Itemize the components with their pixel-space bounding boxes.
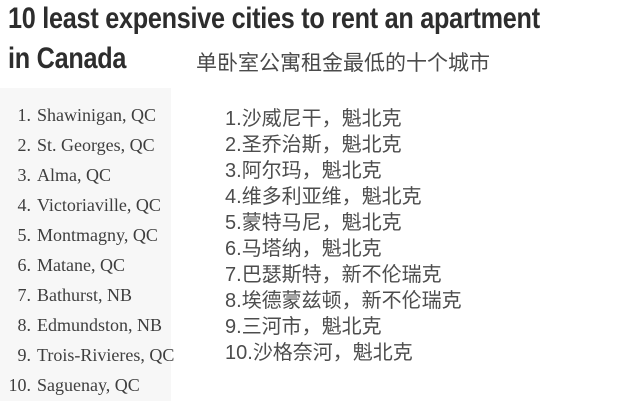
list-item-label: 巴瑟斯特，新不伦瑞克 — [241, 264, 442, 286]
list-item-label: Alma, QC — [37, 165, 111, 185]
list-item: 4. 维多利亚维，魁北克 — [225, 184, 545, 210]
list-item-number: 9. — [17, 345, 32, 365]
left-background-panel — [0, 88, 171, 401]
list-item: 9. Trois-Rivieres, QC — [0, 340, 200, 370]
list-item-label: 埃德蒙兹顿，新不伦瑞克 — [241, 290, 462, 312]
list-item-number: 8. — [17, 315, 32, 335]
list-item-number: 7. — [17, 285, 32, 305]
list-item-label: St. Georges, QC — [37, 135, 155, 155]
list-item-label: Trois-Rivieres, QC — [37, 345, 175, 365]
list-item-label: 沙格奈河，魁北克 — [252, 342, 413, 364]
list-item-label: Montmagny, QC — [37, 225, 158, 245]
list-item-label: Edmundston, NB — [37, 315, 163, 335]
list-item: 3. 阿尔玛，魁北克 — [225, 158, 545, 184]
list-item-label: Bathurst, NB — [37, 285, 133, 305]
list-item-number: 10. — [225, 342, 253, 364]
list-item-label: 三河市，魁北克 — [241, 316, 382, 338]
list-item: 8. Edmundston, NB — [0, 310, 200, 340]
list-item: 3. Alma, QC — [0, 160, 200, 190]
list-item: 1. 沙威尼干，魁北克 — [225, 106, 545, 132]
list-item: 7. Bathurst, NB — [0, 280, 200, 310]
page-title-line2: in Canada — [8, 42, 127, 75]
list-item-number: 4. — [225, 186, 242, 208]
list-item-label: 圣乔治斯，魁北克 — [241, 134, 402, 156]
list-item: 7. 巴瑟斯特，新不伦瑞克 — [225, 262, 545, 288]
list-item-number: 1. — [225, 108, 242, 130]
list-item-number: 2. — [17, 135, 32, 155]
list-item-label: 维多利亚维，魁北克 — [241, 186, 422, 208]
list-item-number: 6. — [225, 238, 242, 260]
list-item-number: 7. — [225, 264, 242, 286]
list-item-label: 马塔纳，魁北克 — [241, 238, 382, 260]
list-item: 6. 马塔纳，魁北克 — [225, 236, 545, 262]
list-item-number: 3. — [17, 165, 32, 185]
page-title-line1: 10 least expensive cities to rent an apa… — [8, 2, 540, 35]
list-item-number: 4. — [17, 195, 32, 215]
list-item: 4. Victoriaville, QC — [0, 190, 200, 220]
list-item-label: 阿尔玛，魁北克 — [241, 160, 382, 182]
list-item-number: 1. — [17, 105, 32, 125]
list-item: 5. 蒙特马尼，魁北克 — [225, 210, 545, 236]
chinese-city-list: 1. 沙威尼干，魁北克 2. 圣乔治斯，魁北克 3. 阿尔玛，魁北克 4. 维多… — [225, 106, 545, 366]
list-item: 8. 埃德蒙兹顿，新不伦瑞克 — [225, 288, 545, 314]
list-item-label: 蒙特马尼，魁北克 — [241, 212, 402, 234]
list-item: 9. 三河市，魁北克 — [225, 314, 545, 340]
list-item-label: Matane, QC — [37, 255, 125, 275]
list-item-number: 5. — [17, 225, 32, 245]
list-item: 10. Saguenay, QC — [0, 370, 200, 400]
list-item: 2. St. Georges, QC — [0, 130, 200, 160]
list-item-number: 5. — [225, 212, 242, 234]
list-item-number: 10. — [8, 375, 32, 395]
list-item-label: Saguenay, QC — [37, 375, 140, 395]
list-item: 1. Shawinigan, QC — [0, 100, 200, 130]
english-city-list: 1. Shawinigan, QC 2. St. Georges, QC 3. … — [0, 100, 200, 400]
list-item-label: Victoriaville, QC — [37, 195, 161, 215]
page-subtitle-chinese: 单卧室公寓租金最低的十个城市 — [196, 52, 490, 75]
list-item: 5. Montmagny, QC — [0, 220, 200, 250]
list-item-number: 6. — [17, 255, 32, 275]
list-item-number: 3. — [225, 160, 242, 182]
list-item-number: 9. — [225, 316, 242, 338]
list-item-label: Shawinigan, QC — [37, 105, 156, 125]
list-item: 10. 沙格奈河，魁北克 — [225, 340, 545, 366]
list-item-number: 2. — [225, 134, 242, 156]
list-item: 6. Matane, QC — [0, 250, 200, 280]
list-item: 2. 圣乔治斯，魁北克 — [225, 132, 545, 158]
list-item-label: 沙威尼干，魁北克 — [241, 108, 402, 130]
list-item-number: 8. — [225, 290, 242, 312]
